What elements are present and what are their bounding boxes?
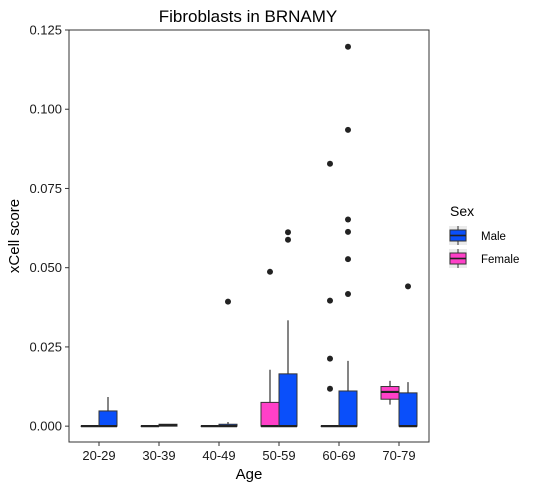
plot-border [68,29,430,443]
legend: Sex Male Female [449,203,519,268]
box-series [80,43,418,428]
y-axis-title: xCell score [6,199,23,273]
y-tick-label: 0.050 [29,260,62,275]
box-female-50-59 [260,268,280,428]
y-axis: 0.000 0.025 0.050 0.075 0.100 0.125 [29,23,69,434]
box-male-50-59 [278,229,298,428]
chart-title: Fibroblasts in BRNAMY [159,7,338,26]
outlier-point [345,228,351,235]
box-male-40-49 [218,298,238,428]
x-tick-label: 30-39 [142,448,175,463]
outlier-point [345,216,351,223]
y-tick-label: 0.000 [29,419,62,434]
x-tick-label: 70-79 [382,448,415,463]
legend-label: Male [481,231,506,243]
box-body [98,410,118,427]
outlier-point [267,268,273,275]
box-body [398,392,418,427]
y-tick-label: 0.075 [29,181,62,196]
box-body [260,401,280,427]
outlier-point [345,43,351,50]
outlier-point [285,229,291,236]
legend-label: Female [481,254,519,266]
outlier-point [327,160,333,167]
outlier-point [327,297,333,304]
box-male-70-79 [398,283,418,428]
x-axis-title: Age [236,466,263,483]
box-female-70-79 [380,380,400,405]
box-male-60-69 [338,43,358,428]
x-tick-label: 20-29 [82,448,115,463]
y-tick-label: 0.125 [29,23,62,38]
box-body [278,373,298,427]
legend-entry-female: Female [449,249,519,268]
box-male-30-39 [158,423,178,427]
outlier-point [345,256,351,263]
y-tick-label: 0.025 [29,339,62,354]
x-tick-label: 40-49 [202,448,235,463]
x-axis: 20-29 30-39 40-49 50-59 60-69 70-79 [82,442,416,463]
x-tick-label: 60-69 [322,448,355,463]
outlier-point [345,126,351,133]
outlier-point [327,385,333,392]
outlier-point [405,283,411,290]
outlier-point [327,355,333,362]
outlier-point [285,236,291,243]
x-tick-label: 50-59 [262,448,295,463]
legend-entry-male: Male [449,226,506,245]
box-body [338,390,358,427]
outlier-point [225,298,231,305]
outlier-point [345,290,351,297]
box-male-20-29 [98,396,118,428]
y-tick-label: 0.100 [29,102,62,117]
legend-title: Sex [450,203,474,219]
box-female-60-69 [320,160,340,428]
